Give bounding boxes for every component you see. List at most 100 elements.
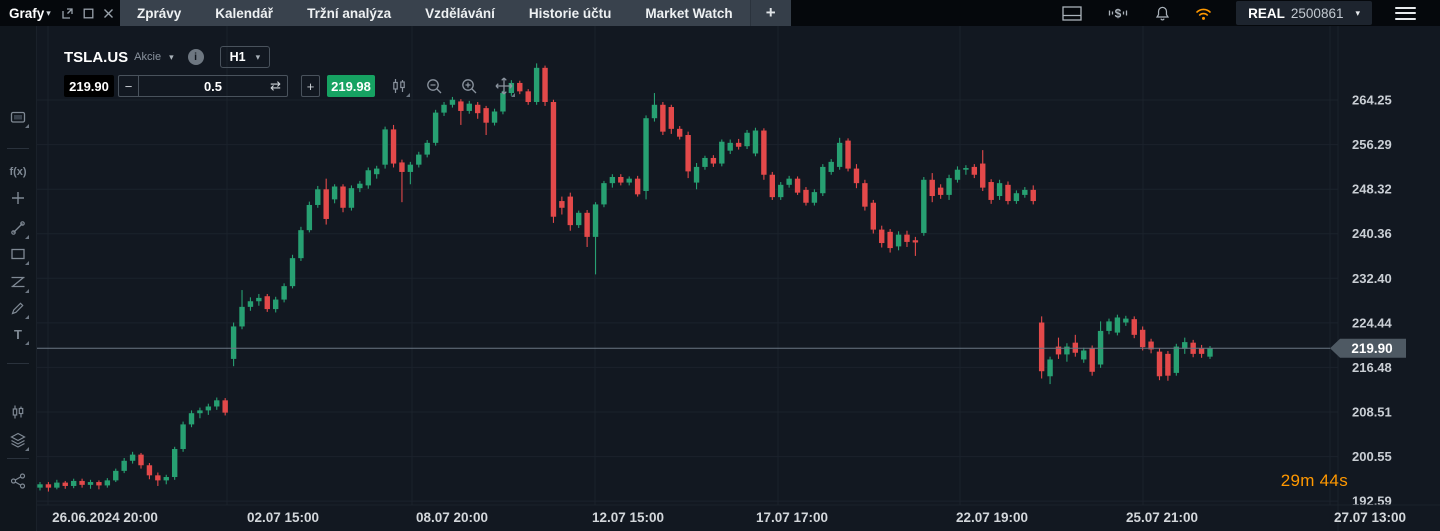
candle (567, 192, 573, 231)
zoom-out-icon[interactable] (423, 75, 445, 97)
candle (399, 159, 405, 203)
symbol-dropdown-icon[interactable]: ▾ (169, 51, 174, 62)
candle (121, 457, 127, 474)
time-axis-label: 08.07 20:00 (416, 510, 488, 525)
candle (946, 174, 952, 200)
decrease-button[interactable]: − (119, 76, 139, 96)
candle (592, 202, 599, 275)
candle (929, 173, 935, 203)
chart-type-candles-tool[interactable] (6, 400, 30, 424)
candle (491, 108, 498, 126)
candle (735, 138, 742, 150)
price-axis-label: 256.29 (1352, 137, 1392, 152)
candle (214, 397, 220, 410)
spread-value-box[interactable]: 0.5 ⇄ (139, 76, 287, 96)
trend-line-tool[interactable] (6, 216, 30, 240)
close-icon[interactable] (103, 8, 114, 19)
pencil-draw-tool[interactable] (6, 296, 30, 320)
candle (483, 105, 489, 136)
account-selector[interactable]: REAL 2500861 ▾ (1236, 1, 1372, 25)
candle (668, 104, 674, 134)
candle (1097, 321, 1104, 368)
candle (197, 407, 203, 419)
candle (550, 99, 557, 223)
increase-button[interactable]: + (301, 75, 320, 97)
candle (323, 178, 329, 225)
chart-window-tool[interactable] (6, 105, 30, 129)
candle (879, 225, 885, 248)
candle (239, 290, 245, 330)
time-axis-label: 26.06.2024 20:00 (52, 510, 158, 525)
popout-window-icon[interactable] (61, 7, 74, 20)
candle (180, 421, 186, 452)
candle (626, 176, 632, 186)
candle (247, 297, 254, 311)
indicators-fx-tool[interactable]: f(x) (9, 166, 27, 178)
tab-zpr-vy[interactable]: Zprávy (137, 5, 182, 21)
timeframe-selector[interactable]: H1 ▾ (219, 46, 271, 68)
candle (727, 139, 733, 155)
info-icon[interactable]: i (187, 49, 204, 65)
tab-historie-tu[interactable]: Historie účtu (528, 5, 612, 21)
swap-refresh-icon[interactable]: ⇄ (270, 78, 281, 93)
tab-vzd-l-v-n-[interactable]: Vzdělávání (425, 5, 495, 21)
candle (954, 166, 961, 183)
layers-tool[interactable] (6, 428, 30, 452)
sell-price-button[interactable]: 219.90 (64, 75, 114, 97)
candle (1114, 314, 1121, 336)
candle (205, 403, 212, 415)
candle (853, 164, 860, 189)
candle (618, 174, 624, 186)
candle (1106, 318, 1112, 335)
candle (651, 93, 658, 122)
layout-icon[interactable] (1062, 5, 1082, 22)
candle (441, 101, 447, 116)
candle (113, 468, 119, 483)
text-tool[interactable]: T (6, 322, 30, 346)
candle (104, 478, 111, 488)
time-axis-label: 17.07 17:00 (756, 510, 828, 525)
tab-kalend-[interactable]: Kalendář (215, 5, 274, 21)
maximize-icon[interactable] (83, 8, 94, 19)
svg-text:$: $ (1115, 7, 1122, 21)
fibonacci-tool[interactable] (6, 270, 30, 294)
candle (921, 176, 927, 236)
candle (761, 128, 767, 180)
candle (1047, 356, 1053, 385)
candle (996, 179, 1003, 200)
bell-icon[interactable] (1154, 5, 1171, 22)
candle (37, 482, 43, 491)
candle (188, 410, 195, 428)
buy-price-button[interactable]: 219.98 (327, 75, 375, 97)
price-axis-label: 240.36 (1352, 226, 1392, 241)
candle (70, 478, 77, 489)
candle (980, 150, 986, 191)
grafy-dropdown[interactable]: Grafy ▾ (9, 6, 51, 21)
connection-wifi-icon[interactable] (1194, 6, 1213, 21)
top-bar: Grafy ▾ Zprávy Kalendář Tržní analýza Vzděl… (0, 0, 1440, 26)
candle (373, 165, 380, 179)
tab-market-watch[interactable]: Market Watch (645, 5, 733, 21)
tab-strip: Zprávy Kalendář Tržní analýza Vzdělávání His… (120, 0, 791, 26)
crosshair-plus-tool[interactable] (6, 186, 30, 210)
candle (298, 226, 304, 261)
rectangle-tool[interactable] (6, 242, 30, 266)
symbol-name: TSLA.US (64, 48, 129, 66)
candlestick-settings-icon[interactable] (388, 75, 410, 97)
candle (138, 452, 144, 469)
add-tab-button[interactable]: + (749, 0, 791, 26)
candle (466, 100, 472, 114)
candle (155, 472, 161, 486)
time-axis-label: 02.07 15:00 (247, 510, 319, 525)
menu-hamburger-icon[interactable] (1395, 6, 1416, 20)
pan-move-icon[interactable] (493, 75, 515, 97)
tab-tr-n-anal-za[interactable]: Tržní analýza (307, 5, 392, 21)
candle (365, 167, 371, 189)
instrument-header: TSLA.US Akcie ▾ i H1 ▾ (64, 46, 271, 68)
candle (895, 231, 902, 251)
price-alert-icon[interactable]: $ (1105, 5, 1131, 21)
share-icon[interactable] (6, 469, 30, 493)
zoom-in-icon[interactable] (458, 75, 480, 97)
